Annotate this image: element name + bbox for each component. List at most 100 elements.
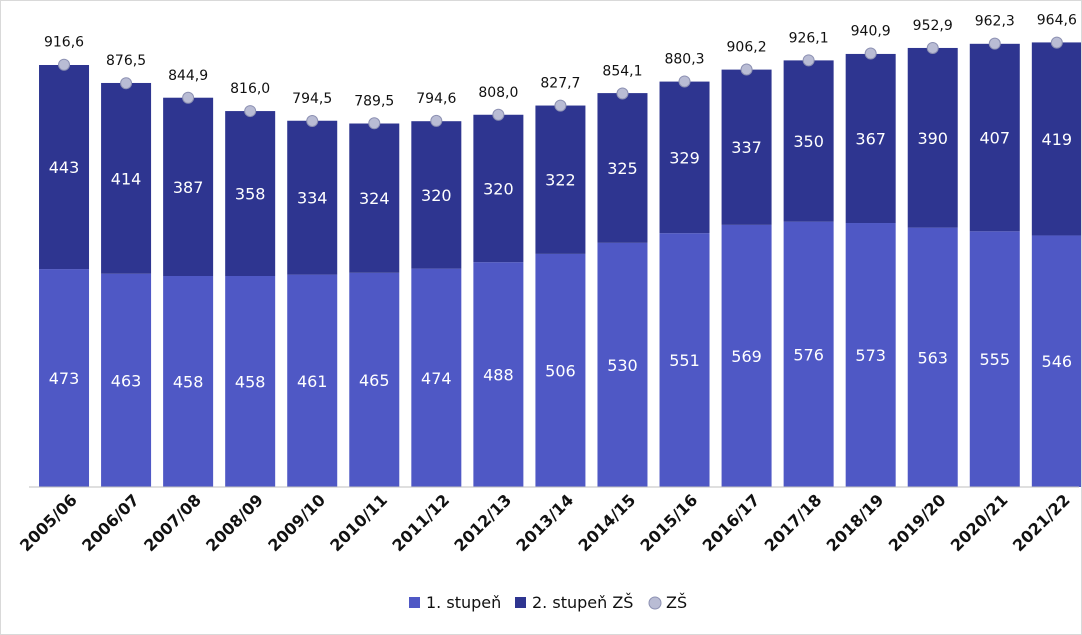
segment-value-label: 461 — [297, 372, 328, 391]
x-tick-label: 2018/19 — [823, 490, 888, 555]
total-value-label: 827,7 — [540, 76, 580, 92]
total-value-label: 940,9 — [851, 24, 891, 40]
bar-segment-stupen1 — [535, 253, 586, 487]
total-value-label: 876,5 — [106, 53, 146, 69]
segment-value-label: 390 — [917, 129, 948, 148]
total-value-label: 808,0 — [478, 85, 518, 101]
x-tick-label: 2017/18 — [761, 490, 826, 555]
segment-value-label: 367 — [855, 129, 886, 148]
total-marker — [554, 99, 567, 112]
x-tick-label: 2013/14 — [512, 490, 577, 555]
bar-segment-stupen1 — [411, 268, 462, 487]
segment-value-label: 443 — [49, 158, 80, 177]
segment-value-label: 414 — [111, 169, 142, 188]
bar-segment-stupen1 — [225, 275, 276, 487]
x-tick-label: 2020/21 — [947, 490, 1012, 555]
segment-value-label: 465 — [359, 371, 390, 390]
total-marker — [678, 75, 691, 88]
segment-value-label: 320 — [483, 179, 514, 198]
bar-segment-stupen1 — [101, 273, 152, 487]
total-value-label: 926,1 — [789, 30, 829, 46]
bar-segment-stupen1 — [969, 231, 1020, 487]
x-tick-label: 2011/12 — [388, 490, 453, 555]
bars-layer — [39, 42, 1081, 488]
total-value-label: 854,1 — [602, 64, 642, 80]
segment-value-label: 337 — [731, 138, 762, 157]
total-marker — [492, 108, 505, 121]
total-marker — [988, 37, 1001, 50]
segment-value-label: 358 — [235, 185, 266, 204]
total-marker — [120, 77, 133, 90]
legend-label-stupen2: 2. stupeň ZŠ — [532, 593, 633, 612]
bar-segment-stupen1 — [907, 227, 958, 487]
segment-value-label: 324 — [359, 189, 390, 208]
total-markers-layer — [58, 36, 1063, 130]
bar-segment-stupen1 — [163, 275, 214, 487]
total-value-label: 964,6 — [1037, 13, 1077, 29]
segment-value-label: 350 — [793, 132, 824, 151]
bar-segment-stupen2 — [411, 121, 462, 269]
bar-segment-stupen1 — [1031, 235, 1081, 487]
bar-segment-stupen1 — [597, 242, 648, 487]
total-value-label: 844,9 — [168, 68, 208, 84]
x-tick-label: 2007/08 — [140, 490, 205, 555]
bar-segment-stupen2 — [163, 97, 214, 276]
bar-segment-stupen2 — [659, 81, 710, 234]
segment-labels-layer: 473 443 463 414 458 387 458 358 461 334 465 324 474 3… — [49, 129, 1072, 392]
bar-segment-stupen2 — [101, 82, 152, 274]
bar-segment-stupen2 — [349, 123, 400, 273]
bar-segment-stupen1 — [473, 262, 524, 487]
bar-segment-stupen2 — [597, 93, 648, 243]
segment-value-label: 530 — [607, 356, 638, 375]
total-value-label: 952,9 — [913, 18, 953, 34]
total-value-label: 794,6 — [416, 91, 456, 107]
bar-segment-stupen1 — [39, 269, 90, 487]
total-value-label: 789,5 — [354, 93, 394, 109]
legend-marker-zs — [648, 596, 662, 610]
total-marker — [244, 105, 257, 118]
total-value-label: 962,3 — [975, 14, 1015, 30]
segment-value-label: 419 — [1042, 130, 1073, 149]
bar-segment-stupen2 — [473, 114, 524, 263]
total-marker — [616, 87, 629, 100]
bar-segment-stupen1 — [287, 274, 338, 487]
segment-value-label: 573 — [855, 346, 886, 365]
segment-value-label: 576 — [793, 345, 824, 364]
total-value-label: 916,6 — [44, 35, 84, 51]
segment-value-label: 320 — [421, 186, 452, 205]
legend: 1. stupeň 2. stupeň ZŠ ZŠ — [409, 593, 687, 612]
segment-value-label: 473 — [49, 369, 80, 388]
x-tick-label: 2006/07 — [78, 490, 143, 555]
legend-swatch-stupen1 — [409, 597, 420, 608]
total-marker — [1050, 36, 1063, 49]
segment-value-label: 322 — [545, 171, 576, 190]
segment-value-label: 407 — [980, 129, 1011, 148]
segment-value-label: 555 — [980, 350, 1011, 369]
bar-segment-stupen2 — [907, 47, 958, 228]
total-marker — [926, 41, 939, 54]
segment-value-label: 387 — [173, 178, 204, 197]
bar-segment-stupen2 — [535, 105, 586, 254]
legend-label-zs: ZŠ — [666, 593, 687, 612]
x-tick-label: 2008/09 — [202, 490, 267, 555]
x-tick-label: 2014/15 — [575, 490, 640, 555]
segment-value-label: 329 — [669, 148, 700, 167]
segment-value-label: 563 — [917, 348, 948, 367]
bar-segment-stupen1 — [659, 233, 710, 487]
bar-segment-stupen2 — [783, 60, 834, 222]
x-tick-label: 2015/16 — [637, 490, 702, 555]
bar-segment-stupen2 — [969, 43, 1020, 232]
bar-segment-stupen2 — [1031, 42, 1081, 236]
total-marker — [182, 91, 195, 104]
segment-value-label: 546 — [1042, 352, 1073, 371]
total-value-label: 906,2 — [727, 40, 767, 56]
x-tick-label: 2005/06 — [16, 490, 81, 555]
total-value-label: 816,0 — [230, 81, 270, 97]
legend-swatch-stupen2 — [515, 597, 526, 608]
x-tick-label: 2016/17 — [699, 490, 764, 555]
segment-value-label: 463 — [111, 371, 142, 390]
total-value-label: 880,3 — [664, 51, 704, 67]
total-labels-layer: 916,6 876,5 844,9 816,0 794,5 789,5 794,6 808,0… — [44, 13, 1077, 110]
